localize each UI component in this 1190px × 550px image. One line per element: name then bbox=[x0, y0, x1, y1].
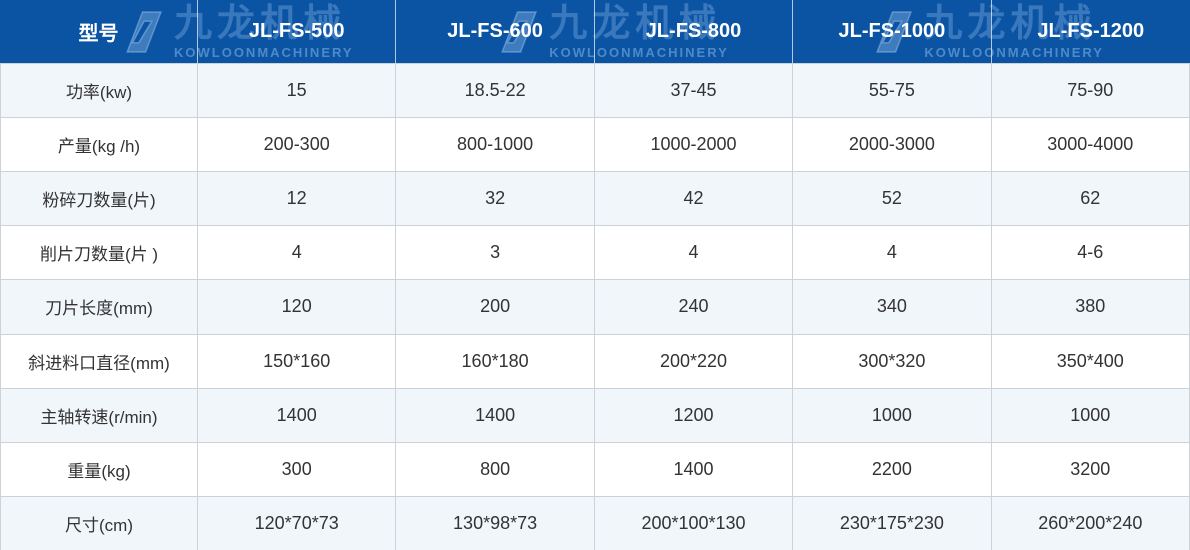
table-row: 刀片长度(mm) 120 200 240 340 380 bbox=[0, 279, 1190, 334]
table-cell: 1000-2000 bbox=[595, 118, 794, 172]
table-cell: 75-90 bbox=[992, 64, 1190, 118]
table-cell: 300 bbox=[198, 442, 397, 496]
table-cell: 1000 bbox=[793, 388, 992, 442]
table-cell: 4 bbox=[198, 226, 397, 280]
table-cell: 42 bbox=[595, 172, 794, 226]
header-cell-model: JL-FS-800 bbox=[595, 0, 794, 63]
table-header-row: 九龙机械 KOWLOONMACHINERY 九龙机械 KOWLOONMACHIN… bbox=[0, 0, 1190, 63]
table-cell: 4 bbox=[595, 226, 794, 280]
table-cell: 12 bbox=[198, 172, 397, 226]
table-cell: 240 bbox=[595, 280, 794, 334]
table-row: 削片刀数量(片 ) 4 3 4 4 4-6 bbox=[0, 225, 1190, 280]
header-cell-model: JL-FS-600 bbox=[396, 0, 595, 63]
table-cell: 1400 bbox=[198, 388, 397, 442]
header-cell-model: JL-FS-500 bbox=[198, 0, 397, 63]
table-cell: 200 bbox=[396, 280, 595, 334]
header-cells: 型号 JL-FS-500 JL-FS-600 JL-FS-800 JL-FS-1000 J… bbox=[0, 0, 1190, 63]
table-cell: 3200 bbox=[992, 442, 1190, 496]
table-cell: 160*180 bbox=[396, 334, 595, 388]
table-cell: 2000-3000 bbox=[793, 118, 992, 172]
row-label: 产量(kg /h) bbox=[0, 118, 198, 172]
table-cell: 800-1000 bbox=[396, 118, 595, 172]
table-row: 产量(kg /h) 200-300 800-1000 1000-2000 2000-30… bbox=[0, 117, 1190, 172]
header-cell-model: JL-FS-1200 bbox=[1037, 20, 1145, 42]
table-cell: 260*200*240 bbox=[992, 496, 1190, 550]
table-cell: 120*70*73 bbox=[198, 496, 397, 550]
table-row: 重量(kg) 300 800 1400 2200 3200 bbox=[0, 441, 1190, 496]
table-cell: 300*320 bbox=[793, 334, 992, 388]
header-cell-label: 型号 bbox=[0, 0, 198, 63]
table-cell: 1000 bbox=[992, 388, 1190, 442]
table-cell: 150*160 bbox=[198, 334, 397, 388]
table-cell: 37-45 bbox=[595, 64, 794, 118]
table-row: 尺寸(cm) 120*70*73 130*98*73 200*100*130 230*1… bbox=[0, 495, 1190, 550]
table-cell: 18.5-22 bbox=[396, 64, 595, 118]
table-cell: 230*175*230 bbox=[793, 496, 992, 550]
table-cell: 2200 bbox=[793, 442, 992, 496]
row-label: 重量(kg) bbox=[0, 442, 198, 496]
table-cell: 3000-4000 bbox=[992, 118, 1190, 172]
table-row: 主轴转速(r/min) 1400 1400 1200 1000 1000 bbox=[0, 387, 1190, 442]
table-cell: 130*98*73 bbox=[396, 496, 595, 550]
row-label: 削片刀数量(片 ) bbox=[0, 226, 198, 280]
row-label: 主轴转速(r/min) bbox=[0, 388, 198, 442]
table-cell: 1400 bbox=[396, 388, 595, 442]
table-cell: 3 bbox=[396, 226, 595, 280]
row-label: 功率(kw) bbox=[0, 64, 198, 118]
table-cell: 200*220 bbox=[595, 334, 794, 388]
table-cell: 1200 bbox=[595, 388, 794, 442]
table-body: 功率(kw) 15 18.5-22 37-45 55-75 75-90 产量(kg /h) 2… bbox=[0, 63, 1190, 550]
table-row: 粉碎刀数量(片) 12 32 42 52 62 bbox=[0, 171, 1190, 226]
row-label: 刀片长度(mm) bbox=[0, 280, 198, 334]
table-row: 功率(kw) 15 18.5-22 37-45 55-75 75-90 bbox=[0, 63, 1190, 118]
table-cell: 1400 bbox=[595, 442, 794, 496]
table-cell: 800 bbox=[396, 442, 595, 496]
row-label: 粉碎刀数量(片) bbox=[0, 172, 198, 226]
table-cell: 52 bbox=[793, 172, 992, 226]
header-cell-model: JL-FS-1000 bbox=[793, 0, 992, 63]
table-cell: 380 bbox=[992, 280, 1190, 334]
table-cell: 4-6 bbox=[992, 226, 1190, 280]
table-cell: 120 bbox=[198, 280, 397, 334]
table-cell: 32 bbox=[396, 172, 595, 226]
table-cell: 340 bbox=[793, 280, 992, 334]
row-label: 尺寸(cm) bbox=[0, 496, 198, 550]
table-row: 斜进料口直径(mm) 150*160 160*180 200*220 300*320 35… bbox=[0, 333, 1190, 388]
table-cell: 200-300 bbox=[198, 118, 397, 172]
table-cell: 4 bbox=[793, 226, 992, 280]
table-cell: 350*400 bbox=[992, 334, 1190, 388]
row-label: 斜进料口直径(mm) bbox=[0, 334, 198, 388]
table-cell: 15 bbox=[198, 64, 397, 118]
table-cell: 55-75 bbox=[793, 64, 992, 118]
table-cell: 62 bbox=[992, 172, 1190, 226]
table-cell: 200*100*130 bbox=[595, 496, 794, 550]
